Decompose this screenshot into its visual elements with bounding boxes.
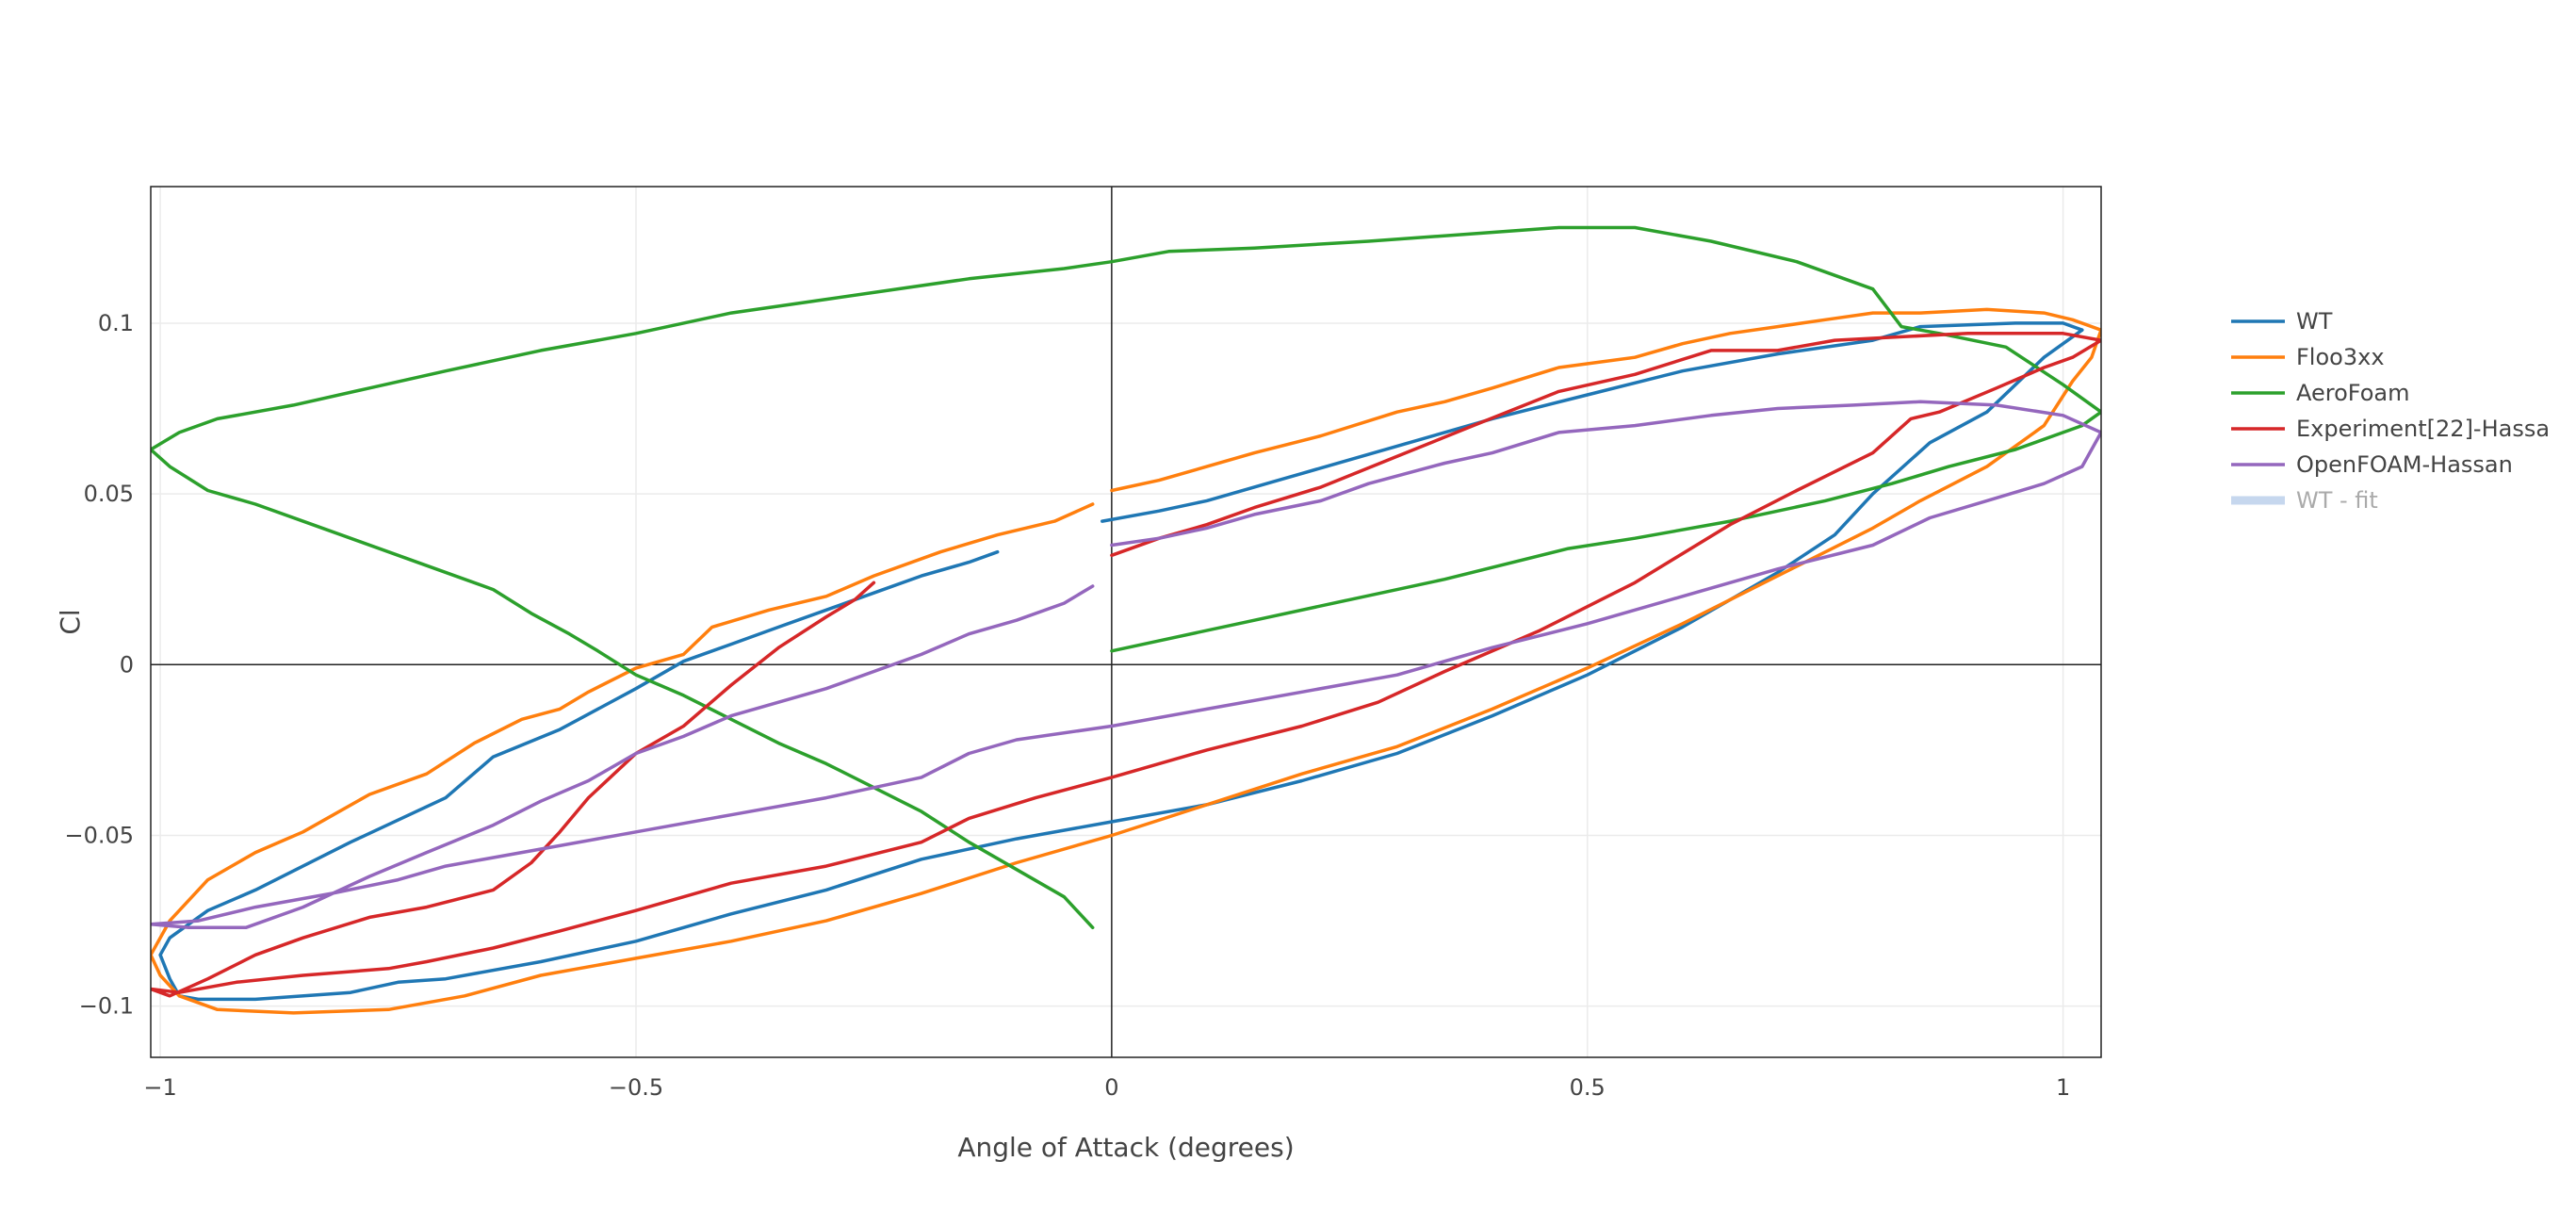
series-line-experiment-22-hassa bbox=[151, 338, 2101, 998]
series-line-openfoam-hassan bbox=[1110, 400, 2101, 548]
y-tick-label: −0.05 bbox=[64, 822, 134, 848]
series-line-aerofoam bbox=[151, 225, 2101, 930]
legend: WT Floo3xx AeroFoam Experiment[22]-Hassa Ope… bbox=[2231, 308, 2550, 514]
legend-label-floo3xx[interactable]: Floo3xx bbox=[2296, 344, 2385, 370]
y-tick-label: 0.05 bbox=[84, 481, 134, 507]
y-tick-label: −0.1 bbox=[79, 993, 134, 1020]
legend-label-wt[interactable]: WT bbox=[2296, 308, 2333, 335]
series-line-floo3xx bbox=[151, 328, 2101, 1015]
legend-label-experiment-22-hassa[interactable]: Experiment[22]-Hassa bbox=[2296, 416, 2550, 442]
plot-frame bbox=[150, 186, 2102, 1058]
x-axis-title: Angle of Attack (degrees) bbox=[957, 1132, 1294, 1163]
x-tick-label: −0.5 bbox=[609, 1074, 663, 1101]
series-line-wt bbox=[1101, 321, 2084, 523]
y-axis-ticks: −0.1 −0.05 0 0.05 0.1 bbox=[64, 310, 134, 1020]
legend-label-aerofoam[interactable]: AeroFoam bbox=[2296, 380, 2410, 406]
x-axis-ticks: −1 −0.5 0 0.5 1 bbox=[143, 1074, 2070, 1101]
series-line-openfoam-hassan bbox=[151, 431, 2101, 930]
series-line-aerofoam bbox=[1110, 410, 2101, 653]
x-tick-label: 0 bbox=[1104, 1074, 1118, 1101]
legend-label-openfoam-hassan[interactable]: OpenFOAM-Hassan bbox=[2296, 451, 2513, 478]
y-tick-label: 0.1 bbox=[98, 310, 134, 336]
y-tick-label: 0 bbox=[120, 651, 134, 678]
x-tick-label: 0.5 bbox=[1570, 1074, 1606, 1101]
grid bbox=[151, 187, 2101, 1057]
series-line-wt bbox=[158, 328, 2084, 1002]
legend-label-wt-fit[interactable]: WT - fit bbox=[2296, 487, 2378, 514]
x-tick-label: 1 bbox=[2056, 1074, 2070, 1101]
y-axis-title: Cl bbox=[55, 609, 86, 634]
x-tick-label: −1 bbox=[143, 1074, 176, 1101]
series-line-floo3xx bbox=[1110, 307, 2101, 493]
series-lines bbox=[151, 225, 2101, 1015]
series-line-experiment-22-hassa bbox=[1110, 332, 2101, 558]
zero-lines bbox=[151, 187, 2101, 1057]
